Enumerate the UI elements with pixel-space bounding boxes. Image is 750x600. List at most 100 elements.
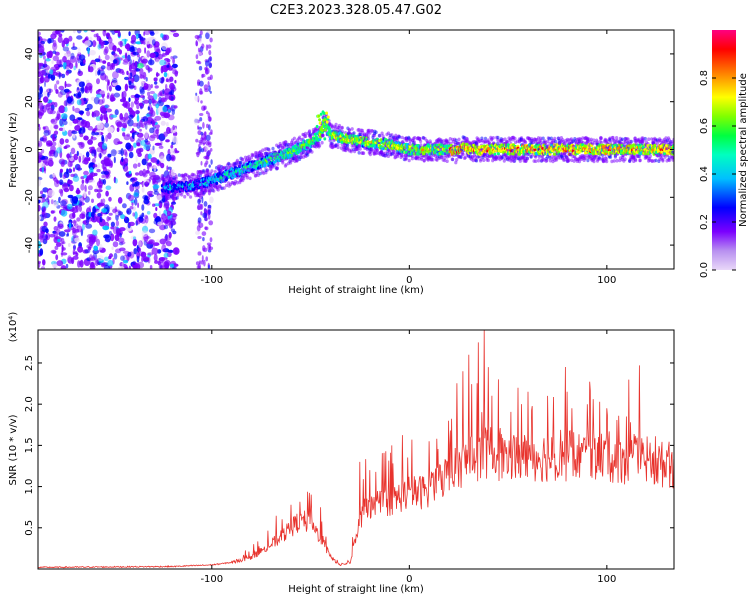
noise-speckle [77, 87, 79, 91]
noise-speckle [121, 122, 127, 129]
noise-speckle [49, 88, 51, 94]
noise-speckle [56, 71, 61, 75]
noise-speckle [49, 233, 56, 238]
noise-speckle [169, 148, 176, 154]
noise-speckle [104, 234, 111, 243]
noise-speckle [102, 178, 107, 185]
noise-speckle [87, 125, 94, 131]
noise-speckle [128, 221, 135, 227]
noise-speckle [62, 174, 67, 180]
ridge-halo [482, 158, 486, 162]
noise-speckle [97, 261, 102, 266]
noise-speckle [174, 148, 178, 153]
noise-speckle [93, 110, 100, 117]
noise-speckle [199, 203, 204, 210]
noise-speckle [59, 210, 62, 214]
noise-speckle [70, 98, 75, 105]
noise-speckle [143, 99, 150, 104]
noise-speckle [161, 42, 168, 51]
noise-speckle [173, 105, 178, 109]
ridge-halo [361, 151, 365, 155]
noise-speckle [49, 69, 54, 75]
noise-speckle [66, 232, 69, 237]
noise-speckle [159, 199, 165, 204]
noise-speckle [197, 47, 201, 53]
noise-speckle [79, 59, 84, 67]
noise-speckle [45, 103, 51, 111]
noise-speckle [94, 58, 101, 63]
noise-speckle [169, 220, 177, 226]
noise-speckle [45, 58, 51, 62]
noise-speckle [86, 151, 90, 158]
noise-speckle [102, 163, 107, 170]
noise-speckle [122, 250, 130, 254]
noise-speckle [140, 251, 147, 258]
noise-speckle [106, 83, 109, 91]
noise-speckle [208, 85, 211, 92]
noise-speckle [149, 30, 154, 35]
noise-speckle [58, 71, 61, 79]
noise-speckle [98, 258, 104, 264]
noise-speckle [126, 43, 130, 52]
noise-speckle [53, 130, 59, 136]
ridge-halo [374, 130, 378, 135]
ridge-halo [525, 157, 530, 161]
noise-speckle [78, 155, 82, 163]
noise-speckle [110, 114, 118, 118]
noise-speckle [57, 223, 64, 230]
noise-speckle [171, 215, 177, 221]
noise-speckle [56, 59, 62, 66]
noise-speckle [162, 105, 168, 113]
noise-speckle [48, 151, 52, 157]
noise-speckle [42, 160, 48, 164]
noise-speckle [103, 170, 110, 175]
noise-speckle [47, 73, 51, 80]
noise-speckle [141, 187, 145, 193]
noise-speckle [136, 148, 142, 155]
noise-speckle [104, 256, 109, 262]
noise-speckle [147, 95, 154, 101]
ridge-halo [216, 188, 220, 192]
noise-speckle [170, 144, 174, 149]
noise-speckle [133, 248, 137, 255]
noise-speckle [92, 164, 98, 168]
noise-speckle [44, 59, 47, 67]
noise-speckle [58, 127, 64, 131]
noise-speckle [164, 235, 171, 242]
ridge-halo [283, 140, 288, 144]
noise-speckle [132, 260, 136, 266]
noise-speckle [39, 248, 44, 256]
noise-speckle [59, 118, 64, 126]
noise-speckle [43, 96, 49, 103]
noise-speckle [161, 213, 167, 220]
noise-speckle [135, 110, 140, 115]
noise-speckle [145, 113, 151, 118]
ridge-halo [271, 146, 275, 151]
noise-speckle [77, 47, 81, 55]
noise-speckle [153, 190, 159, 195]
noise-speckle [96, 93, 102, 98]
noise-speckle [73, 30, 76, 34]
ridge-halo [401, 154, 405, 158]
noise-speckle [55, 89, 59, 94]
noise-speckle [43, 206, 46, 212]
noise-speckle [98, 184, 103, 189]
noise-speckle [99, 59, 103, 63]
noise-speckle [174, 249, 178, 255]
noise-speckle [106, 157, 112, 165]
noise-speckle [90, 135, 94, 140]
noise-speckle [153, 212, 158, 219]
noise-speckle [98, 243, 103, 251]
noise-speckle [54, 245, 59, 250]
noise-speckle [162, 88, 165, 95]
noise-speckle [96, 192, 102, 199]
noise-speckle [87, 139, 93, 145]
noise-speckle [62, 56, 67, 63]
noise-speckle [68, 213, 76, 220]
noise-speckle [200, 131, 204, 136]
ridge-halo [513, 136, 517, 141]
noise-speckle [42, 259, 46, 265]
noise-speckle [200, 161, 203, 166]
noise-speckle [148, 193, 152, 198]
noise-speckle [202, 122, 205, 129]
